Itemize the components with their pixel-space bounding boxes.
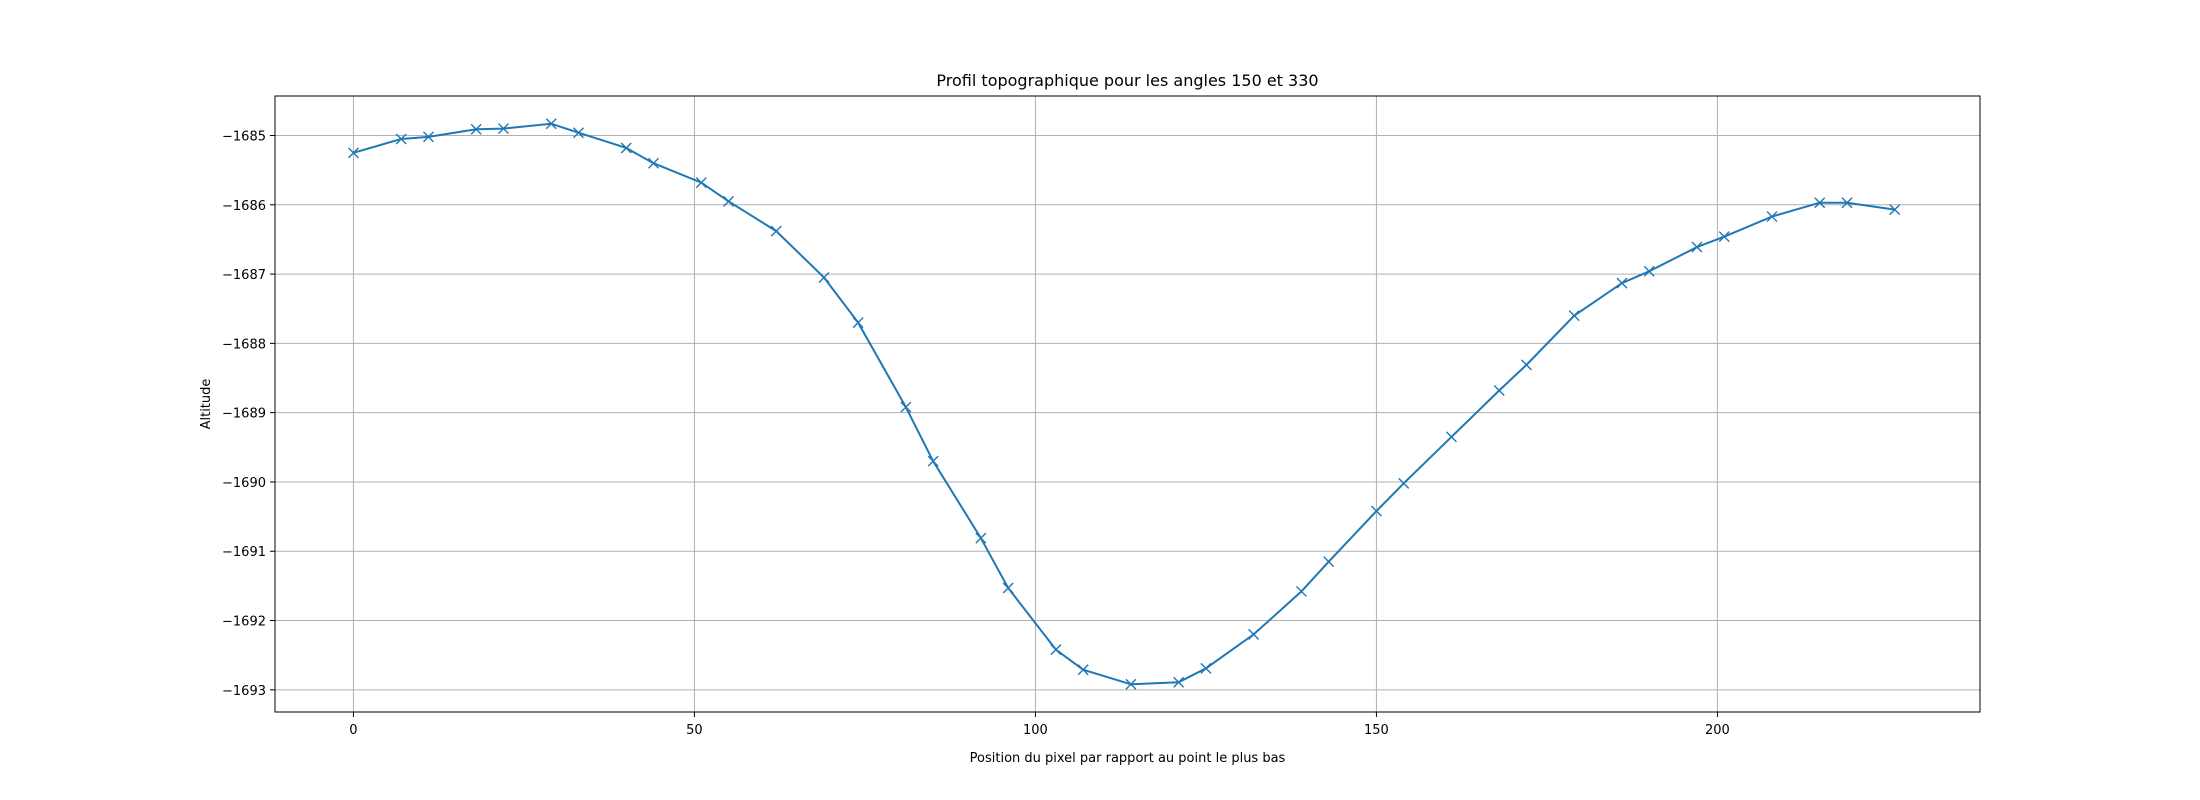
- y-axis-label: Altitude: [199, 379, 214, 430]
- data-point-marker: [1370, 505, 1382, 517]
- data-point-marker: [1889, 204, 1901, 216]
- data-point-marker: [1398, 477, 1410, 489]
- data-point-marker: [1766, 211, 1778, 223]
- y-tick-label: −1691: [222, 545, 266, 560]
- data-point-marker: [852, 317, 864, 329]
- y-tick-label: −1685: [222, 129, 266, 144]
- data-point-marker: [1200, 662, 1212, 674]
- data-point-marker: [975, 532, 987, 544]
- x-tick-label: 150: [1364, 723, 1389, 738]
- data-point-marker: [1295, 585, 1307, 597]
- x-axis-label: Position du pixel par rapport au point l…: [970, 751, 1286, 766]
- data-point-marker: [900, 401, 912, 413]
- data-markers: [347, 118, 1901, 690]
- data-point-marker: [422, 131, 434, 143]
- y-tick-label: −1687: [222, 268, 266, 283]
- data-point-marker: [1520, 359, 1532, 371]
- series-layer: [347, 118, 1901, 690]
- data-point-marker: [1691, 241, 1703, 253]
- y-tick-label: −1686: [222, 199, 266, 214]
- altitude-series-line: [353, 122, 1895, 686]
- data-point-marker: [1841, 197, 1853, 209]
- data-point-marker: [572, 127, 584, 139]
- x-tick-label: 0: [349, 723, 357, 738]
- x-tick-label: 100: [1023, 723, 1048, 738]
- data-point-marker: [347, 147, 359, 159]
- data-point-marker: [1718, 231, 1730, 243]
- data-point-marker: [695, 177, 707, 189]
- data-point-marker: [1050, 644, 1062, 656]
- y-tick-label: −1692: [222, 615, 266, 630]
- data-point-marker: [1002, 582, 1014, 594]
- data-point-marker: [620, 142, 632, 154]
- data-point-marker: [818, 272, 830, 284]
- y-tick-label: −1690: [222, 476, 266, 491]
- data-point-marker: [1445, 431, 1457, 443]
- data-point-marker: [395, 133, 407, 145]
- data-point-marker: [1814, 197, 1826, 209]
- data-point-marker: [648, 157, 660, 169]
- data-point-marker: [1616, 277, 1628, 289]
- y-tick-label: −1693: [222, 684, 266, 699]
- data-point-marker: [497, 123, 509, 135]
- data-point-marker: [1568, 310, 1580, 322]
- x-tick-label: 200: [1705, 723, 1730, 738]
- chart-title: Profil topographique pour les angles 150…: [936, 71, 1318, 90]
- data-point-marker: [1493, 384, 1505, 396]
- data-point-marker: [1077, 664, 1089, 676]
- data-point-marker: [1173, 676, 1185, 688]
- data-point-marker: [927, 455, 939, 467]
- data-point-marker: [1323, 556, 1335, 568]
- data-point-marker: [1248, 628, 1260, 640]
- y-tick-label: −1688: [222, 337, 266, 352]
- data-point-marker: [1643, 265, 1655, 277]
- data-point-marker: [723, 195, 735, 207]
- data-point-marker: [770, 225, 782, 237]
- plot-frame: [274, 95, 1981, 713]
- y-tick-label: −1689: [222, 407, 266, 422]
- ticks-layer: 0 50 100 150 200 −1685 −1686 −1687 −1688 −1689 −16…: [222, 129, 1730, 738]
- grid-layer: [275, 96, 1980, 712]
- x-tick-label: 50: [686, 723, 703, 738]
- data-point-marker: [470, 123, 482, 135]
- data-point-marker: [545, 118, 557, 130]
- data-point-marker: [1125, 678, 1137, 690]
